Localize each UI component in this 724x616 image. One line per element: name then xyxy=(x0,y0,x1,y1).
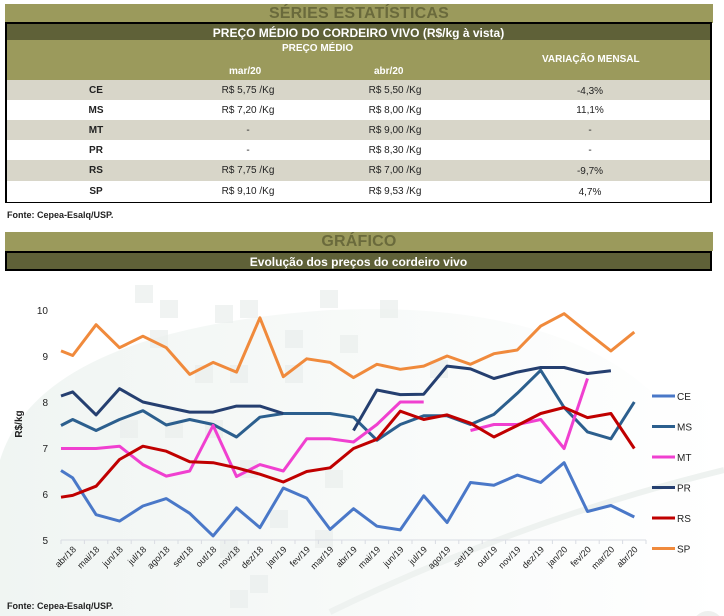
abr-20-cell: R$ 9,53 /Kg xyxy=(368,186,422,197)
y-tick-label: 9 xyxy=(42,352,48,363)
series-line-ms xyxy=(60,368,636,442)
header-mar-20: mar/20 xyxy=(229,66,262,77)
series-line-sp xyxy=(60,312,636,380)
table-row: CE R$ 5,75 /Kg R$ 5,50 /Kg -4,3% xyxy=(7,80,710,100)
variation-cell: 4,7% xyxy=(578,187,602,198)
series-line-rs xyxy=(60,406,636,499)
table-row: PR - R$ 8,30 /Kg - xyxy=(7,140,710,160)
abr-20-cell: R$ 5,50 /Kg xyxy=(368,84,422,96)
mar-20-cell: - xyxy=(246,144,250,156)
legend-label: PR xyxy=(677,484,691,495)
legend-item-rs: RS xyxy=(652,514,691,525)
state-cell: CE xyxy=(89,84,103,96)
series-segment xyxy=(352,364,612,432)
y-tick-label: 5 xyxy=(42,536,48,547)
state-cell: SP xyxy=(89,186,103,197)
abr-20-cell: R$ 7,00 /Kg xyxy=(368,165,422,176)
chart-source: Fonte: Cepea-Esalq/USP. xyxy=(7,601,113,611)
state-cell: MT xyxy=(88,124,104,136)
variation-cell: -4,3% xyxy=(576,86,604,97)
legend-label: SP xyxy=(677,545,691,556)
abr-20-cell: R$ 8,00 /Kg xyxy=(368,104,422,116)
series-segment xyxy=(470,378,589,450)
series-segment xyxy=(60,368,636,442)
y-tick-label: 7 xyxy=(42,444,48,455)
variation-cell: - xyxy=(588,144,592,156)
legend-item-ce: CE xyxy=(652,392,691,403)
abr-20-cell: R$ 9,00 /Kg xyxy=(368,124,422,136)
table-row: RS R$ 7,75 /Kg R$ 7,00 /Kg -9,7% xyxy=(7,160,710,181)
chart-subtitle: Evolução dos preços do cordeiro vivo xyxy=(5,251,712,271)
state-cell: PR xyxy=(89,144,103,156)
legend-item-pr: PR xyxy=(652,484,691,495)
abr-20-cell: R$ 8,30 /Kg xyxy=(368,144,422,156)
legend-item-ms: MS xyxy=(652,423,692,434)
legend-item-sp: SP xyxy=(652,545,691,556)
mar-20-cell: R$ 5,75 /Kg xyxy=(221,84,275,96)
series-segment xyxy=(60,312,636,380)
price-table: PREÇO MÉDIO mar/20 abr/20 VARIAÇÃO MENSA… xyxy=(5,40,712,203)
legend-label: RS xyxy=(677,514,691,525)
variation-cell: -9,7% xyxy=(576,166,604,177)
legend-label: MS xyxy=(677,423,692,434)
series-line-mt xyxy=(61,378,589,478)
series-line-ce xyxy=(60,461,635,538)
y-axis-label: R$/kg xyxy=(14,410,25,437)
series-segment xyxy=(61,400,424,478)
header-variacao-mensal: VARIAÇÃO MENSAL xyxy=(542,54,640,65)
legend-item-mt: MT xyxy=(652,453,691,464)
header-abr-20: abr/20 xyxy=(374,66,404,77)
mar-20-cell: - xyxy=(246,124,250,136)
mar-20-cell: R$ 7,75 /Kg xyxy=(221,165,275,176)
chart-section-title: GRÁFICO xyxy=(5,232,713,251)
y-tick-label: 6 xyxy=(42,490,48,501)
table-header: PREÇO MÉDIO mar/20 abr/20 VARIAÇÃO MENSA… xyxy=(7,40,710,80)
y-tick-label: 10 xyxy=(37,306,49,317)
series-segment xyxy=(60,387,284,417)
legend-label: MT xyxy=(677,453,691,464)
table-row: SP R$ 9,10 /Kg R$ 9,53 /Kg 4,7% xyxy=(7,181,710,202)
state-cell: MS xyxy=(88,104,104,116)
stats-section-title: SÉRIES ESTATÍSTICAS xyxy=(5,4,713,23)
mar-20-cell: R$ 9,10 /Kg xyxy=(221,186,275,197)
y-tick-label: 8 xyxy=(42,398,48,409)
legend-label: CE xyxy=(677,392,691,403)
table-row: MT - R$ 9,00 /Kg - xyxy=(7,120,710,140)
background-decoration xyxy=(0,285,724,616)
series-segment xyxy=(60,461,635,538)
table-row: MS R$ 7,20 /Kg R$ 8,00 /Kg 11,1% xyxy=(7,100,710,120)
variation-cell: 11,1% xyxy=(576,104,604,116)
table-source: Fonte: Cepea-Esalq/USP. xyxy=(7,210,114,220)
table-title: PREÇO MÉDIO DO CORDEIRO VIVO (R$/kg à vi… xyxy=(5,22,712,42)
mar-20-cell: R$ 7,20 /Kg xyxy=(221,104,275,116)
state-cell: RS xyxy=(89,165,103,176)
header-preco-medio: PREÇO MÉDIO xyxy=(282,43,354,54)
series-line-pr xyxy=(60,364,612,432)
series-segment xyxy=(60,406,636,499)
variation-cell: - xyxy=(588,124,592,136)
